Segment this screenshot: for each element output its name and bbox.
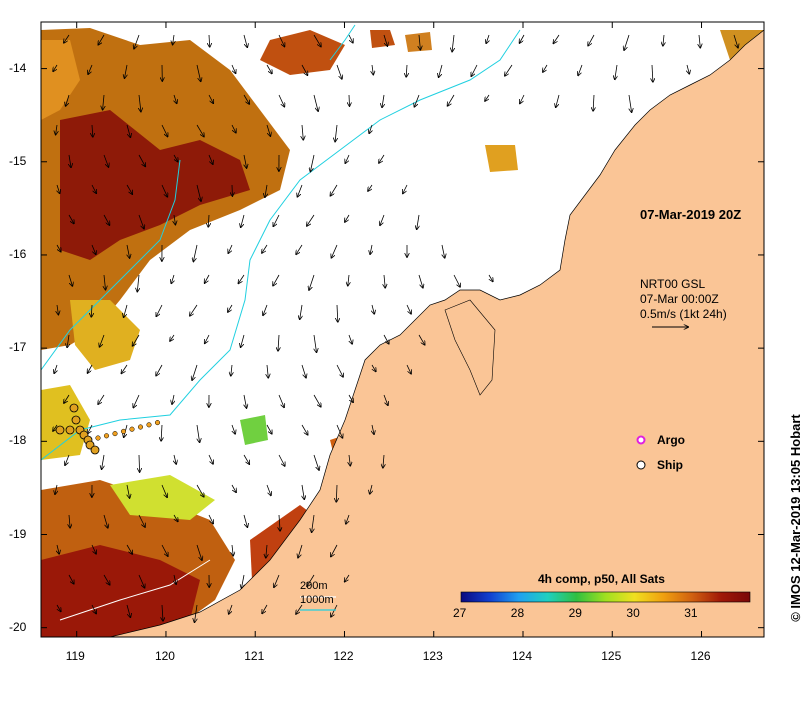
lat-tick-label: -20 <box>9 620 26 634</box>
lat-tick-label: -15 <box>9 154 26 168</box>
sst-patch-north-small2 <box>405 32 432 52</box>
ship-observation <box>72 416 80 424</box>
lon-tick-label: 120 <box>155 649 175 663</box>
timestamp-label: 07-Mar-2019 20Z <box>640 207 741 222</box>
ship-observation <box>113 431 118 436</box>
colorbar-tick-label: 31 <box>684 606 697 620</box>
current-scale: 0.5m/s (1kt 24h) <box>640 307 727 321</box>
lat-tick-label: -18 <box>9 433 26 447</box>
ship-observation <box>130 427 135 432</box>
current-arrow <box>349 95 350 106</box>
sst-patch-northeast <box>485 145 518 172</box>
lon-tick-label: 119 <box>66 649 85 663</box>
lon-tick-label: 125 <box>601 649 621 663</box>
colorbar-tick-label: 29 <box>569 606 582 620</box>
current-time: 07-Mar 00:00Z <box>640 292 719 306</box>
lat-tick-label: -14 <box>9 61 26 75</box>
ship-observation <box>138 425 143 430</box>
lon-tick-label: 126 <box>691 649 711 663</box>
lon-tick-label: 122 <box>333 649 353 663</box>
lon-tick-label: 124 <box>512 649 532 663</box>
ship-observation <box>147 423 152 428</box>
colorbar <box>461 592 750 602</box>
argo-marker <box>638 437 645 444</box>
sst-map <box>0 0 809 672</box>
credit-label: © IMOS 12-Mar-2019 13:05 Hobart <box>788 318 804 718</box>
ship-observation <box>56 426 64 434</box>
ship-observation <box>155 420 160 425</box>
ship-label: Ship <box>657 458 683 472</box>
current-source: NRT00 GSL <box>640 277 705 291</box>
current-arrow <box>769 35 775 47</box>
lat-tick-label: -19 <box>9 527 26 541</box>
lon-tick-label: 123 <box>423 649 443 663</box>
lon-tick-label: 121 <box>244 649 264 663</box>
ship-observation <box>66 426 74 434</box>
lat-tick-label: -16 <box>9 247 26 261</box>
ship-observation <box>91 446 99 454</box>
ship-marker <box>637 461 645 469</box>
ship-observation <box>104 434 109 439</box>
argo-label: Argo <box>657 433 685 447</box>
isobath-shallow-label: 200m <box>300 580 328 592</box>
colorbar-tick-label: 28 <box>511 606 524 620</box>
colorbar-title: 4h comp, p50, All Sats <box>538 572 665 586</box>
isobath-deep-label: 1000m <box>300 594 334 606</box>
colorbar-tick-label: 27 <box>453 606 466 620</box>
sst-patch-green1 <box>240 415 268 445</box>
colorbar-tick-label: 30 <box>626 606 639 620</box>
lat-tick-label: -17 <box>9 340 26 354</box>
ship-observation <box>96 436 101 441</box>
ship-observation <box>121 429 126 434</box>
ship-observation <box>70 404 78 412</box>
